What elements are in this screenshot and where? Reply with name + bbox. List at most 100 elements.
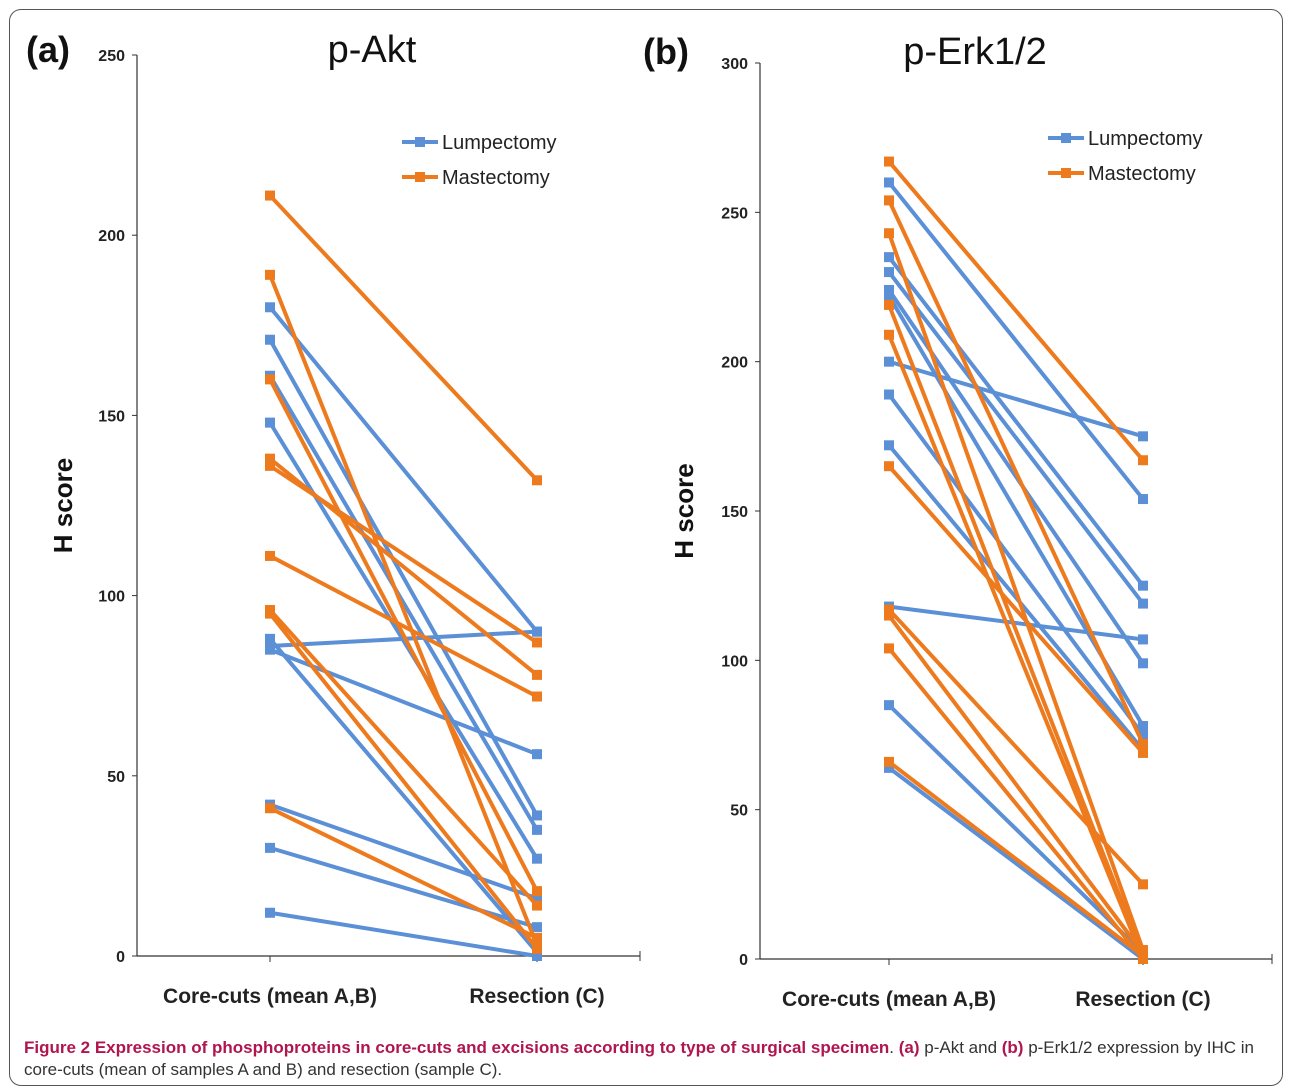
panel-b-data-point [884, 356, 894, 367]
panel-b-series-line [887, 231, 1145, 953]
caption-text-b: p-Erk1/2 expression by IHC in core-cuts … [24, 1038, 1255, 1079]
panel-a-series-line [268, 636, 539, 955]
panel-a-data-point [265, 374, 275, 385]
panel-b-y-tick-label: 150 [721, 504, 748, 521]
panel-b-data-point [1138, 634, 1148, 645]
panel-b-data-point [884, 252, 894, 263]
panel-a-series-line [268, 611, 539, 951]
panel-a-y-tick-label: 50 [107, 769, 125, 786]
panel-b-y-tick-label: 50 [730, 803, 748, 820]
caption-tag-a: (a) [898, 1038, 920, 1057]
panel-a-series-line [268, 910, 539, 958]
panel-b-title: p-Erk1/2 [903, 31, 1047, 73]
panel-a-data-point [532, 900, 542, 911]
panel-a-series-line [268, 553, 539, 699]
panel-a-y-tick-label: 0 [116, 949, 125, 966]
panel-b-series-line [887, 646, 1145, 961]
panel-a-series-line [268, 272, 539, 948]
panel-b-data-point [884, 440, 894, 451]
panel-a-data-point [265, 608, 275, 619]
panel-a-data-point [532, 824, 542, 835]
panel-b-series-line [887, 392, 1145, 737]
panel-b-data-point [1138, 580, 1148, 591]
panel-b-data-point [884, 299, 894, 310]
panel-b-data-point [1138, 431, 1148, 442]
panel-b-series-line [887, 759, 1145, 959]
panel-a-data-point [532, 810, 542, 821]
caption-title: Figure 2 Expression of phosphoproteins i… [24, 1038, 890, 1057]
panel-a-y-tick-label: 100 [98, 589, 125, 606]
panel-b-series-line [887, 180, 1145, 502]
panel-b-data-point [884, 290, 894, 301]
panel-a-data-point [532, 691, 542, 702]
panel-b-data-point [884, 700, 894, 711]
panel-b-data-point [884, 762, 894, 773]
panel-a-legend-label: Mastectomy [442, 167, 550, 189]
panel-b-y-tick-label: 0 [739, 952, 748, 969]
panel-a-series-line [268, 845, 539, 930]
panel-b-data-point [1138, 747, 1148, 758]
panel-b-series-line [887, 270, 1145, 606]
panel-b-y-tick-label: 300 [721, 56, 748, 73]
panel-a-data-point [532, 951, 542, 961]
panel-a-series-line [268, 806, 539, 940]
panel-b-data-point [1138, 455, 1148, 466]
panel-b-legend-label: Lumpectomy [1088, 128, 1203, 150]
panel-a-category-label: Resection (C) [469, 985, 604, 1008]
panel-b-series-line [887, 464, 1145, 755]
panel-b-data-point [884, 228, 894, 239]
panel-b-series-line [887, 765, 1145, 961]
panel-a-y-tick-label: 150 [98, 408, 125, 425]
panel-a-series-line [268, 377, 539, 894]
panel-a-data-point [532, 626, 542, 637]
panel-a-data-point [532, 886, 542, 897]
panel-b-data-point [1138, 658, 1148, 669]
panel-a-series-line [268, 608, 539, 908]
panel-b-series-line [887, 703, 1145, 956]
caption-text-a: p-Akt and [919, 1038, 1002, 1057]
panel-b-series-line [887, 604, 1145, 642]
panel-a-y-tick-label: 200 [98, 228, 125, 245]
panel-a-data-point [532, 637, 542, 648]
panel-b-data-point [884, 756, 894, 767]
panel-b-data-point [884, 389, 894, 400]
panel-b-y-tick-label: 200 [721, 355, 748, 372]
panel-a-data-point [265, 460, 275, 471]
panel-b-data-point [1138, 738, 1148, 749]
panel-a-data-point [265, 269, 275, 280]
panel-b-legend-marker [1061, 168, 1071, 178]
panel-b-series-line [887, 159, 1145, 463]
panel-a-y-axis-label: H score [48, 458, 78, 553]
panel-b-data-point [884, 177, 894, 188]
panel-b-data-point [1138, 721, 1148, 732]
panel-b-data-point [1138, 598, 1148, 609]
panel-a-data-point [532, 475, 542, 486]
panel-a-data-point [265, 803, 275, 814]
panel-a-data-point [265, 453, 275, 464]
chart-panel-a: 0 50 100 150 200 250 Core-cuts (mean A,B) Resec… [26, 29, 1273, 1011]
panel-a-title: p-Akt [328, 29, 417, 71]
panel-b-category-label: Core-cuts (mean A,B) [782, 988, 996, 1011]
panel-b-series-line [887, 198, 1145, 746]
panel-b-data-point [884, 284, 894, 295]
panel-a-series-line [268, 373, 539, 832]
caption-tag-b: (b) [1001, 1038, 1024, 1057]
panel-b-data-point [884, 461, 894, 472]
panel-b-data-point [1138, 494, 1148, 505]
panel-a-legend-marker [415, 137, 425, 147]
panel-b-series-line [887, 607, 1145, 887]
panel-b-series-line [887, 332, 1145, 961]
panel-a-data-point [265, 417, 275, 428]
panel-b-y-axis-label: H score [669, 463, 699, 558]
panel-a-series-line [268, 802, 539, 901]
panel-a-tag: (a) [26, 29, 70, 70]
panel-b-data-point [1138, 951, 1148, 962]
panel-b-legend-label: Mastectomy [1088, 163, 1196, 185]
panel-a-data-point [265, 633, 275, 644]
panel-a-series-line [268, 305, 539, 634]
panel-a-data-point [532, 922, 542, 933]
panel-a-series-line [268, 193, 539, 483]
panel-b-tag: (b) [643, 31, 689, 72]
panel-b-data-point [884, 604, 894, 615]
